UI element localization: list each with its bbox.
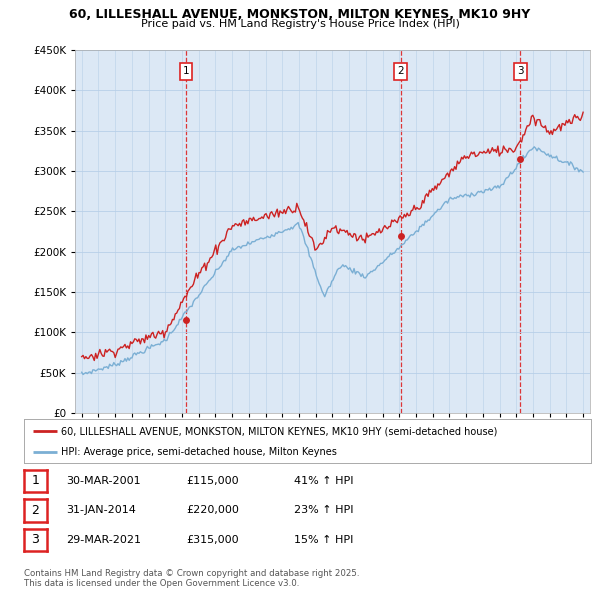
Text: £220,000: £220,000 [186, 506, 239, 515]
Text: 15% ↑ HPI: 15% ↑ HPI [294, 535, 353, 545]
Text: 31-JAN-2014: 31-JAN-2014 [66, 506, 136, 515]
Text: 3: 3 [31, 533, 40, 546]
Text: Contains HM Land Registry data © Crown copyright and database right 2025.
This d: Contains HM Land Registry data © Crown c… [24, 569, 359, 588]
Text: 41% ↑ HPI: 41% ↑ HPI [294, 476, 353, 486]
Text: 1: 1 [31, 474, 40, 487]
Text: 2: 2 [31, 504, 40, 517]
Text: 23% ↑ HPI: 23% ↑ HPI [294, 506, 353, 515]
Text: 3: 3 [517, 67, 524, 77]
Text: 30-MAR-2001: 30-MAR-2001 [66, 476, 140, 486]
Text: 60, LILLESHALL AVENUE, MONKSTON, MILTON KEYNES, MK10 9HY: 60, LILLESHALL AVENUE, MONKSTON, MILTON … [70, 8, 530, 21]
Text: 2: 2 [397, 67, 404, 77]
Text: HPI: Average price, semi-detached house, Milton Keynes: HPI: Average price, semi-detached house,… [61, 447, 337, 457]
Text: 1: 1 [182, 67, 189, 77]
Text: Price paid vs. HM Land Registry's House Price Index (HPI): Price paid vs. HM Land Registry's House … [140, 19, 460, 30]
Text: £315,000: £315,000 [186, 535, 239, 545]
Text: 29-MAR-2021: 29-MAR-2021 [66, 535, 141, 545]
Text: £115,000: £115,000 [186, 476, 239, 486]
Text: 60, LILLESHALL AVENUE, MONKSTON, MILTON KEYNES, MK10 9HY (semi-detached house): 60, LILLESHALL AVENUE, MONKSTON, MILTON … [61, 427, 497, 436]
